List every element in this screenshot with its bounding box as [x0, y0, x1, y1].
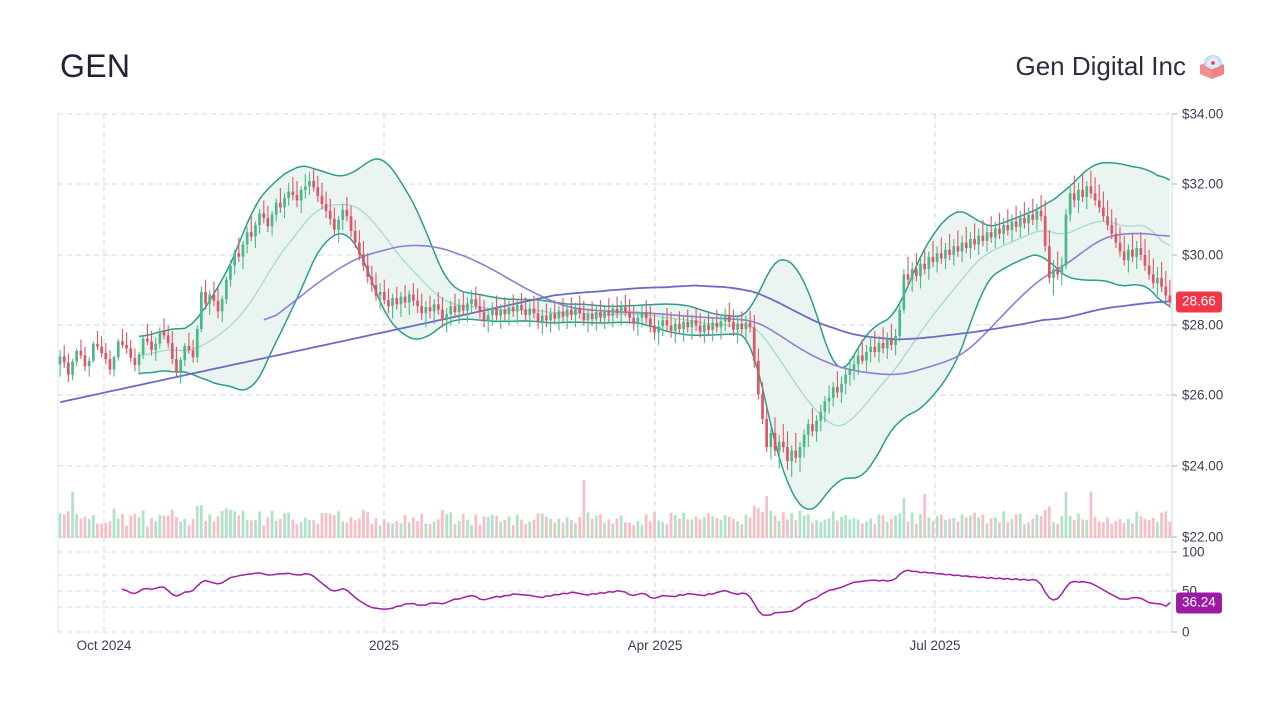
rsi-axis-label-100: 100	[1182, 544, 1205, 560]
y-axis-label-30: $30.00	[1182, 247, 1224, 263]
y-axis-label-34: $34.00	[1182, 106, 1224, 122]
y-axis-label-32: $32.00	[1182, 176, 1224, 192]
cd-in-box-icon	[1199, 55, 1225, 79]
rsi-gridlines	[58, 551, 1172, 633]
bollinger-upper-line	[139, 158, 1171, 369]
chart-header: GEN Gen Digital Inc	[0, 46, 1280, 102]
rsi-line	[121, 569, 1171, 616]
company-identity: Gen Digital Inc	[1015, 46, 1228, 86]
company-name: Gen Digital Inc	[1015, 51, 1186, 81]
sma-200-line	[59, 284, 1170, 404]
rsi-value-badge: 36.24	[1176, 592, 1222, 614]
candlestick-series[interactable]	[58, 168, 1172, 478]
page-title: GEN	[60, 48, 131, 84]
y-axis-ticks	[1172, 113, 1177, 633]
last-price-badge: 28.66	[1176, 291, 1222, 313]
x-axis-label-2025: 2025	[368, 638, 400, 653]
y-axis-label-24: $24.00	[1182, 458, 1224, 474]
x-axis-label-jul-2025: Jul 2025	[909, 638, 961, 653]
volume-series	[58, 480, 1172, 538]
x-axis-label-apr-2025: Apr 2025	[627, 638, 683, 653]
y-axis-label-22: $22.00	[1182, 529, 1224, 545]
rsi-axis-label-0: 0	[1182, 624, 1190, 640]
y-axis-label-26: $26.00	[1182, 387, 1224, 403]
x-axis-label-oct-2024: Oct 2024	[76, 638, 132, 653]
y-axis-label-28: $28.00	[1182, 317, 1224, 333]
plot-frame	[57, 113, 1173, 632]
